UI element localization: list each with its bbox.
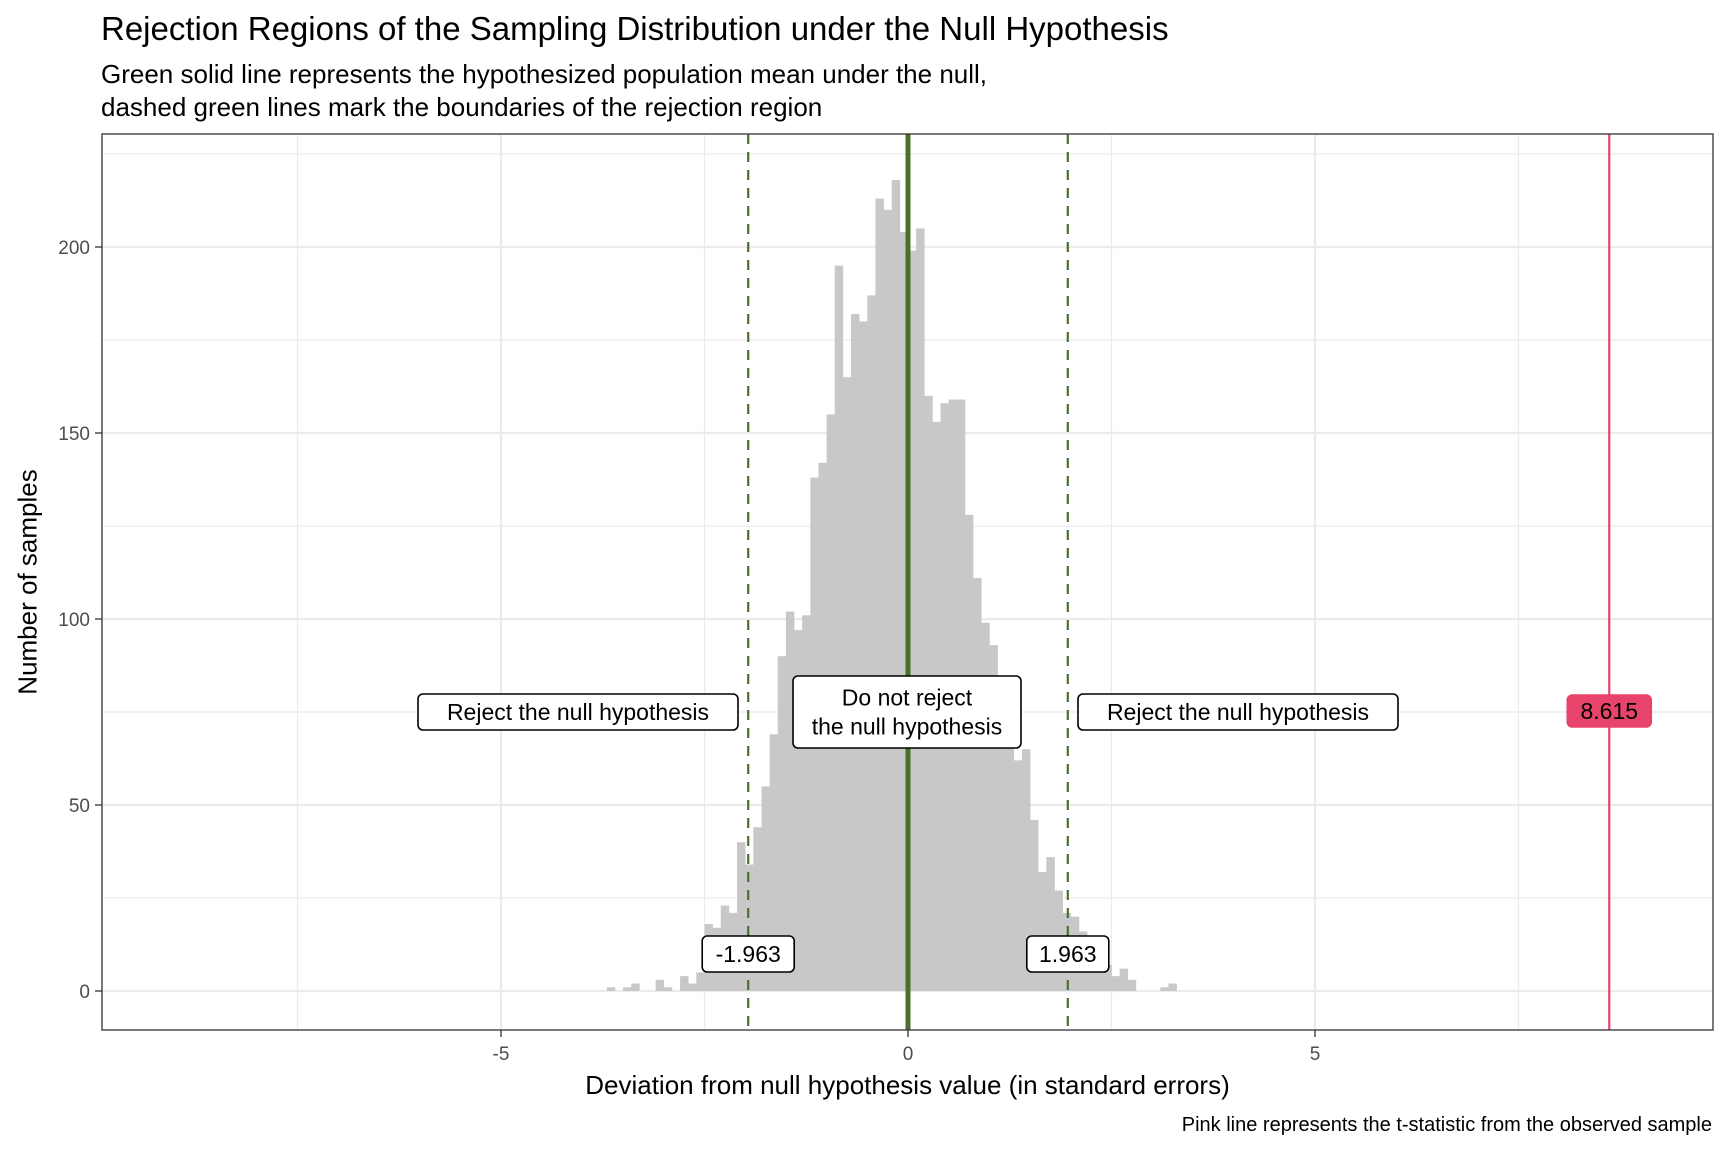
histogram-bar bbox=[859, 321, 868, 991]
chart-subtitle: Green solid line represents the hypothes… bbox=[101, 58, 987, 124]
histogram-bar bbox=[1160, 987, 1169, 991]
histogram-bar bbox=[891, 180, 901, 992]
histogram-bar bbox=[867, 295, 876, 991]
histogram-bar bbox=[1021, 749, 1031, 991]
annotation-labels: Reject the null hypothesis Do not reject t… bbox=[417, 675, 1653, 973]
histogram-bar bbox=[973, 578, 982, 991]
subtitle-line-2: dashed green lines mark the boundaries o… bbox=[101, 92, 823, 122]
histogram-bar bbox=[1119, 968, 1129, 991]
histogram-bar bbox=[737, 842, 746, 991]
reject-right-label: Reject the null hypothesis bbox=[1077, 693, 1399, 731]
histogram-bar bbox=[908, 250, 917, 992]
histogram-bar bbox=[663, 987, 673, 991]
chart-title: Rejection Regions of the Sampling Distri… bbox=[101, 10, 1169, 47]
histogram-bar bbox=[899, 232, 909, 991]
histogram-bar bbox=[606, 987, 616, 991]
histogram-bar bbox=[883, 209, 893, 992]
histogram-bar bbox=[785, 611, 795, 991]
do-not-reject-label-box bbox=[792, 675, 1022, 749]
critical-left-label: -1.963 bbox=[701, 935, 796, 973]
histogram-bar bbox=[997, 693, 1006, 991]
histogram-bar bbox=[623, 987, 632, 991]
x-axis-label: Deviation from null hypothesis value (in… bbox=[585, 1070, 1230, 1100]
histogram-bar bbox=[688, 983, 697, 991]
t-statistic-label-text: 8.615 bbox=[1580, 698, 1638, 724]
reference-lines bbox=[747, 134, 1611, 1030]
histogram-bar bbox=[1103, 964, 1112, 991]
histogram-bar bbox=[989, 645, 998, 991]
do-not-reject-label-text: the null hypothesis bbox=[812, 714, 1003, 740]
histogram-bar bbox=[851, 313, 860, 992]
y-tick-label: 0 bbox=[79, 982, 90, 1003]
reject-right-label-text: Reject the null hypothesis bbox=[1107, 699, 1369, 725]
histogram-bar bbox=[696, 972, 705, 991]
reject-left-label: Reject the null hypothesis bbox=[417, 693, 739, 731]
histogram-bar bbox=[794, 630, 803, 991]
critical-right-label-box bbox=[1025, 935, 1110, 973]
histogram-bars bbox=[606, 180, 1177, 992]
x-tick-label: -5 bbox=[493, 1044, 510, 1065]
reject-left-label-box bbox=[417, 693, 739, 731]
histogram-bar bbox=[769, 734, 779, 991]
histogram-bar bbox=[1095, 957, 1104, 991]
histogram-bar bbox=[916, 228, 925, 991]
do-not-reject-label-text: Do not reject bbox=[842, 685, 973, 711]
histogram-bar bbox=[753, 827, 762, 991]
histogram-bar bbox=[777, 656, 787, 991]
histogram-bar bbox=[1013, 760, 1023, 991]
histogram-bar bbox=[745, 864, 754, 991]
histogram-bar bbox=[1038, 871, 1047, 991]
histogram-bar bbox=[1111, 976, 1120, 991]
x-tick-label: 5 bbox=[1310, 1044, 1321, 1065]
histogram-bar bbox=[1030, 819, 1039, 991]
reject-right-label-box bbox=[1077, 693, 1399, 731]
histogram-bar bbox=[981, 622, 990, 991]
histogram-bar bbox=[1168, 983, 1177, 991]
y-tick-label: 50 bbox=[69, 796, 90, 817]
y-axis-label: Number of samples bbox=[12, 469, 43, 695]
histogram-bar bbox=[1046, 857, 1055, 991]
histogram-bar bbox=[680, 976, 689, 991]
t-statistic-label: 8.615 bbox=[1566, 694, 1653, 728]
histogram-bar bbox=[964, 514, 974, 991]
subtitle-line-1: Green solid line represents the hypothes… bbox=[101, 59, 988, 89]
histogram-bar bbox=[761, 786, 770, 991]
histogram-bar bbox=[1127, 979, 1137, 991]
t-statistic-label-box bbox=[1566, 694, 1653, 728]
histogram-bar bbox=[802, 615, 811, 991]
histogram-bar bbox=[631, 983, 640, 991]
x-tick-label: 0 bbox=[903, 1044, 914, 1065]
histogram-bar bbox=[1005, 730, 1015, 991]
critical-right-label-text: 1.963 bbox=[1039, 941, 1097, 967]
reject-left-label-text: Reject the null hypothesis bbox=[447, 699, 709, 725]
do-not-reject-label: Do not reject the null hypothesis bbox=[792, 675, 1022, 749]
critical-left-label-box bbox=[701, 935, 796, 973]
histogram-bar bbox=[834, 265, 844, 992]
chart-caption: Pink line represents the t-statistic fro… bbox=[1181, 1114, 1712, 1136]
histogram-bar bbox=[655, 979, 665, 991]
y-tick-label: 200 bbox=[58, 238, 90, 259]
critical-left-label-text: -1.963 bbox=[716, 941, 781, 967]
critical-right-label: 1.963 bbox=[1025, 935, 1110, 973]
y-tick-label: 150 bbox=[58, 424, 90, 445]
histogram-bar bbox=[875, 198, 884, 991]
y-tick-label: 100 bbox=[58, 610, 90, 631]
